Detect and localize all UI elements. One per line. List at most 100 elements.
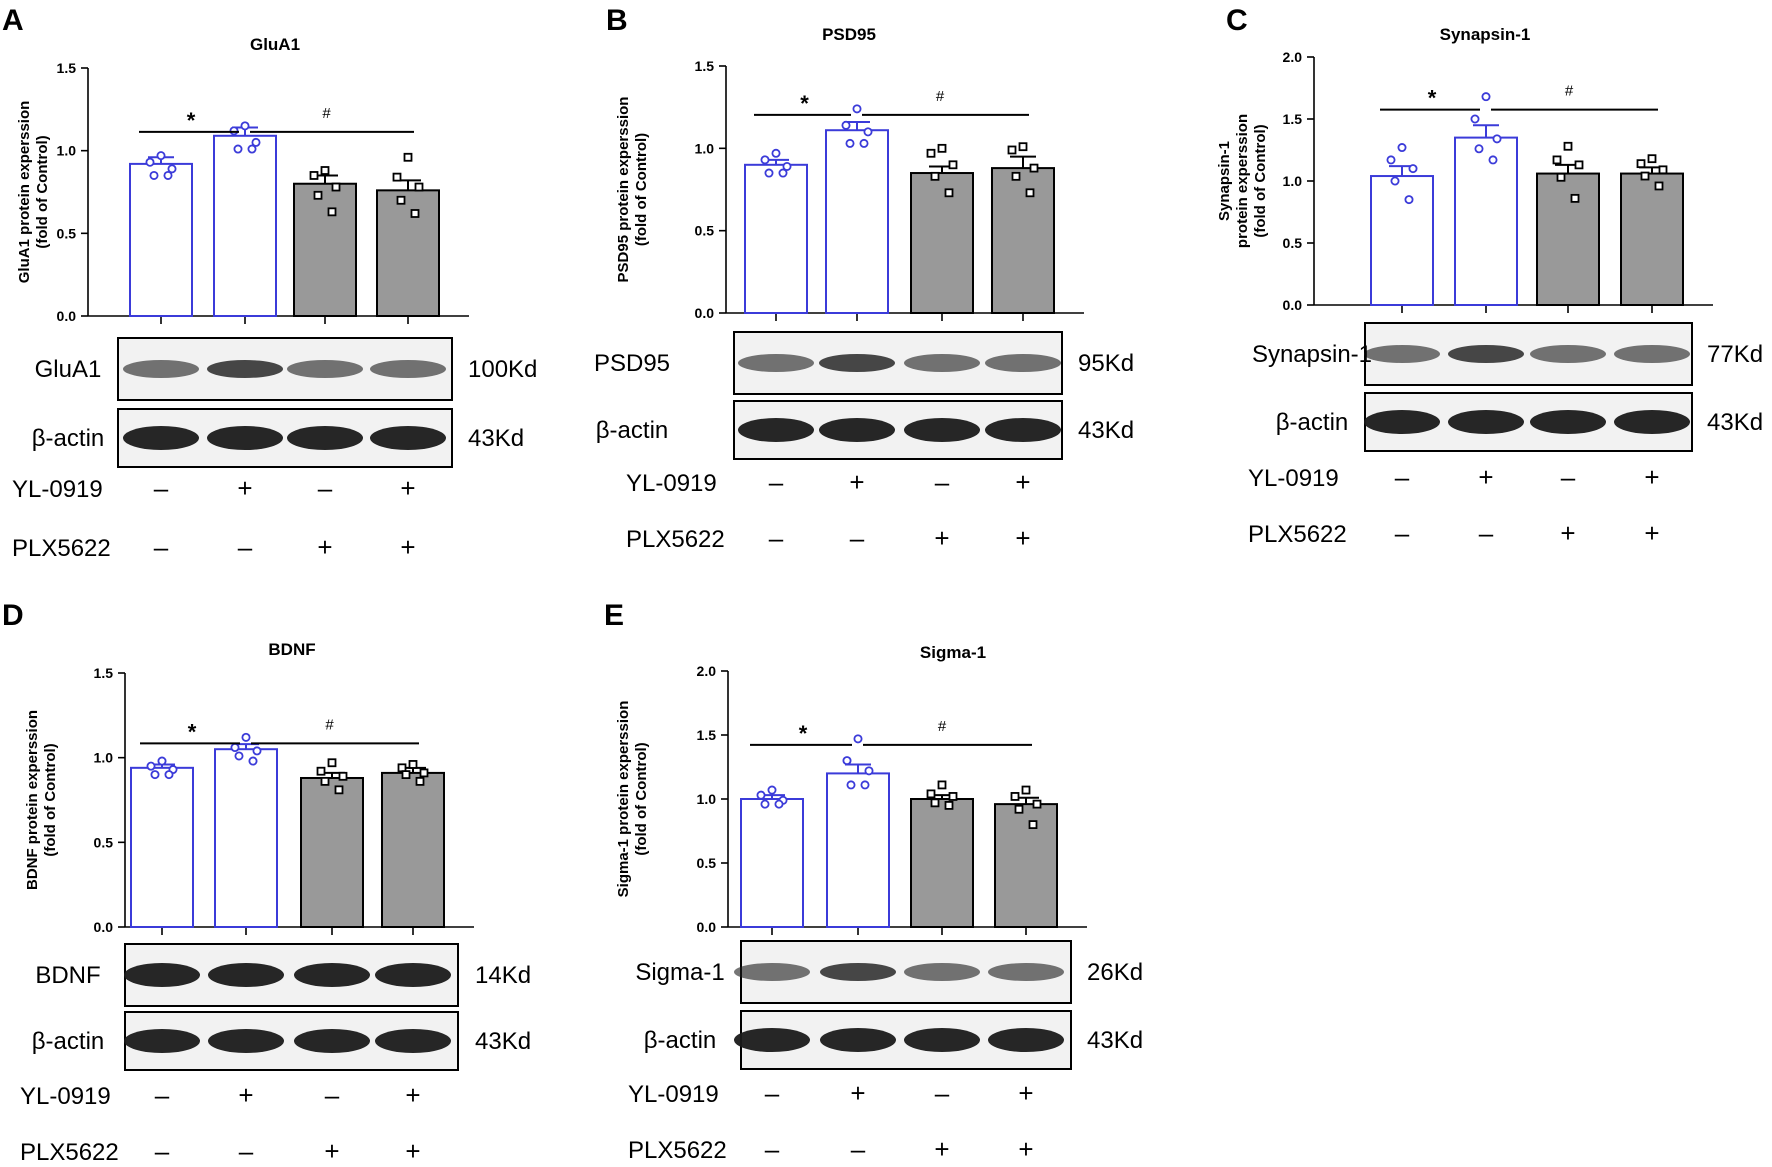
condition-sign: +: [400, 532, 415, 562]
data-point: [149, 170, 159, 180]
bar: [293, 182, 357, 317]
data-point: [320, 776, 330, 786]
blot-band: [1614, 345, 1690, 363]
data-point: [230, 743, 240, 753]
blot-protein-label: PSD95: [594, 350, 670, 377]
condition-sign: –: [1395, 462, 1410, 492]
condition-sign: –: [935, 1078, 950, 1108]
blot-band: [294, 963, 370, 987]
data-point: [1021, 785, 1031, 795]
blot-band: [904, 1028, 980, 1052]
condition-sign: –: [238, 532, 253, 562]
y-tick-label: 0.5: [697, 855, 717, 871]
y-axis-label-line: (fold of Control): [1252, 124, 1269, 237]
chart-title: BDNF: [268, 640, 315, 659]
panel-d: D BDNF 0.0 0.5 1.0 1.5 BDNF protein experssion…: [2, 599, 531, 1166]
condition-sign: –: [769, 523, 784, 553]
data-point: [403, 152, 413, 162]
data-point: [944, 188, 954, 198]
sig-star: *: [188, 719, 197, 744]
blot-band: [375, 963, 451, 987]
sig-star: *: [800, 91, 809, 116]
blot-protein-label: GluA1: [35, 356, 102, 383]
blot-kd-label: 43Kd: [1078, 417, 1134, 444]
y-axis-label-line: Sigma-1 protein experssion: [615, 701, 632, 898]
data-point: [767, 785, 777, 795]
blot-band: [375, 1029, 451, 1053]
blot-band: [294, 1029, 370, 1053]
data-point: [410, 209, 420, 218]
y-axis-label: Synapsin-1protein experssion(fold of Con…: [1216, 114, 1269, 248]
data-point: [1397, 143, 1407, 153]
condition-label: YL-0919: [626, 470, 717, 497]
sig-star: *: [1428, 86, 1437, 111]
condition-sign: +: [1015, 523, 1030, 553]
condition-sign: –: [325, 1080, 340, 1110]
condition-sign: –: [1561, 462, 1576, 492]
y-axis-label-line: (fold of Control): [34, 135, 51, 248]
data-point: [1390, 176, 1400, 186]
bar: [300, 776, 364, 929]
y-tick-label: 1.5: [94, 665, 114, 681]
condition-label: YL-0919: [1248, 465, 1339, 492]
bar: [910, 172, 974, 314]
data-point: [334, 785, 344, 795]
y-tick-label: 2.0: [697, 663, 717, 679]
data-point: [1018, 142, 1028, 152]
data-point: [852, 104, 862, 114]
bar: [130, 766, 194, 928]
bar: [381, 771, 445, 929]
y-tick-label: 1.5: [695, 58, 715, 74]
data-point: [316, 766, 326, 776]
chart-title: PSD95: [822, 25, 876, 44]
blot-kd-label: 100Kd: [468, 356, 537, 383]
condition-label: PLX5622: [12, 535, 111, 562]
condition-sign: –: [850, 523, 865, 553]
panel-b: B PSD95 0.0 0.5 1.0 1.5 PSD95 protein experssi…: [594, 4, 1134, 553]
y-axis-label-line: protein experssion: [1234, 114, 1251, 248]
data-point: [846, 780, 856, 790]
data-point: [240, 121, 250, 131]
y-tick-label: 0.5: [57, 225, 77, 241]
bar: [1454, 136, 1518, 306]
panel-e: E Sigma-1 0.0 0.5 1.0 1.5 2.0 Sigma-1 protein e…: [604, 599, 1143, 1164]
condition-sign: –: [765, 1134, 780, 1164]
data-point: [163, 170, 173, 180]
data-point: [164, 770, 174, 780]
data-point: [774, 799, 784, 809]
condition-sign: +: [1644, 462, 1659, 492]
bar: [376, 189, 440, 317]
y-tick-label: 2.0: [1283, 49, 1303, 65]
y-tick-label: 1.0: [57, 143, 77, 159]
blot-band: [904, 963, 980, 981]
data-point: [392, 172, 402, 182]
data-point: [327, 207, 337, 217]
bar: [991, 167, 1055, 314]
condition-label: YL-0919: [20, 1083, 111, 1110]
blot-protein-label: BDNF: [35, 962, 100, 989]
condition-sign: +: [238, 1080, 253, 1110]
y-tick-label: 0.5: [1283, 235, 1303, 251]
blot-protein-label: Sigma-1: [635, 959, 724, 986]
sig-hash: #: [322, 105, 331, 122]
blot-protein-label: β-actin: [1276, 409, 1349, 436]
data-point: [338, 771, 348, 781]
data-point: [841, 120, 851, 130]
data-point: [853, 734, 863, 744]
condition-sign: –: [765, 1078, 780, 1108]
condition-sign: +: [1018, 1078, 1033, 1108]
data-point: [150, 770, 160, 780]
y-tick-label: 1.5: [697, 727, 717, 743]
blot-band: [208, 963, 284, 987]
bar: [825, 129, 889, 314]
y-axis-label-line: PSD95 protein experssion: [615, 97, 632, 283]
data-point: [414, 182, 424, 192]
blot-band: [1364, 345, 1440, 363]
data-point: [944, 801, 954, 810]
data-point: [241, 732, 251, 742]
condition-label: PLX5622: [626, 526, 725, 553]
y-axis-label-line: (fold of Control): [633, 742, 650, 855]
data-point: [1574, 160, 1584, 170]
blot-band: [985, 418, 1061, 442]
data-point: [1408, 164, 1418, 174]
